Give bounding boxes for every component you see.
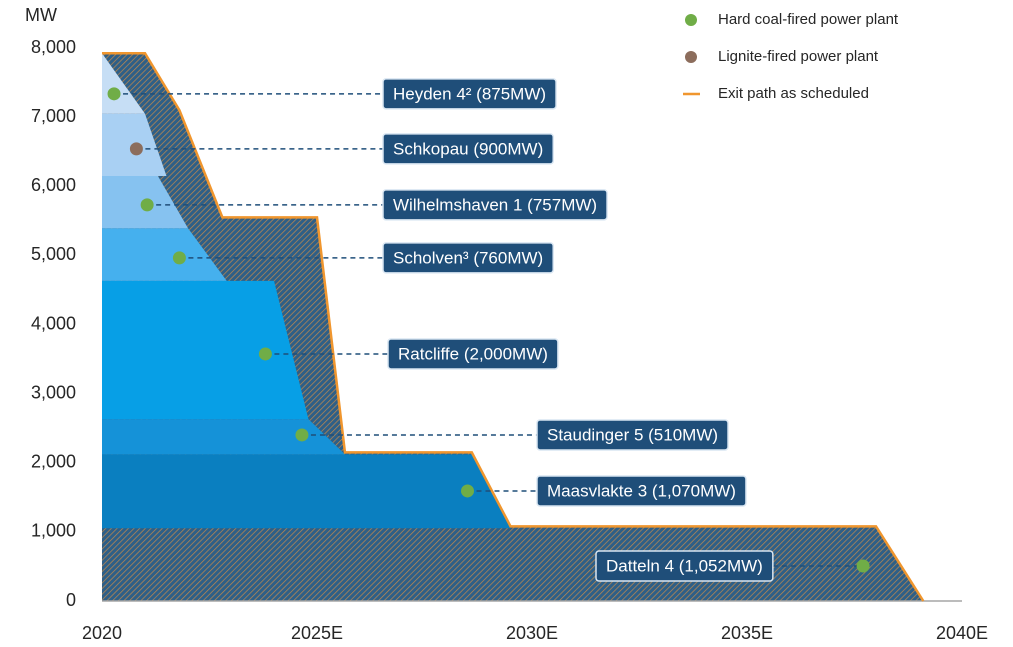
exit-path bbox=[102, 52, 925, 602]
y-tick-label: 1,000 bbox=[31, 521, 76, 541]
plant-band bbox=[102, 280, 309, 420]
plant-dot bbox=[461, 484, 474, 498]
plant-dot bbox=[258, 347, 272, 361]
y-tick-label: 7,000 bbox=[31, 106, 76, 126]
y-tick-label: 8,000 bbox=[31, 37, 76, 57]
label-box bbox=[382, 78, 557, 110]
x-tick-label: 2025E bbox=[291, 623, 343, 643]
plant-label: Heyden 4² (875MW) bbox=[393, 84, 546, 103]
y-axis-label: MW bbox=[25, 5, 57, 25]
plant-label: Wilhelmshaven 1 (757MW) bbox=[393, 195, 597, 214]
legend-label: Hard coal-fired power plant bbox=[718, 11, 899, 28]
plant-band bbox=[102, 419, 345, 455]
plant-dot bbox=[172, 251, 186, 265]
plant-label: Datteln 4 (1,052MW) bbox=[606, 557, 763, 576]
y-tick-label: 0 bbox=[66, 590, 76, 610]
plant-dot bbox=[107, 87, 121, 101]
x-tick-label: 2030E bbox=[506, 623, 558, 643]
label-box bbox=[536, 419, 729, 451]
y-tick-label: 5,000 bbox=[31, 244, 76, 264]
y-tick-label: 6,000 bbox=[31, 175, 76, 195]
label-box bbox=[536, 475, 747, 507]
y-tick-label: 3,000 bbox=[31, 382, 76, 402]
plant-dot bbox=[295, 428, 309, 442]
plant-band bbox=[102, 228, 227, 281]
plant-label: Ratcliffe (2,000MW) bbox=[398, 344, 548, 363]
y-tick-label: 2,000 bbox=[31, 452, 76, 472]
legend-label: Lignite-fired power plant bbox=[718, 48, 879, 65]
x-tick-label: 2020 bbox=[82, 623, 122, 643]
plant-dot bbox=[129, 142, 143, 156]
plant-dot bbox=[856, 559, 870, 573]
y-tick-label: 4,000 bbox=[31, 313, 76, 333]
plant-dot bbox=[140, 198, 154, 212]
plant-label: Scholven³ (760MW) bbox=[393, 248, 543, 267]
x-tick-label: 2035E bbox=[721, 623, 773, 643]
plant-band bbox=[102, 454, 511, 529]
plant-band bbox=[102, 528, 924, 601]
plant-label: Staudinger 5 (510MW) bbox=[547, 425, 718, 444]
x-tick-label: 2040E bbox=[936, 623, 988, 643]
label-box bbox=[595, 550, 774, 582]
label-box bbox=[387, 338, 559, 370]
label-box bbox=[382, 189, 608, 221]
legend-dot bbox=[685, 51, 697, 63]
legend-label: Exit path as scheduled bbox=[718, 85, 869, 102]
plant-label: Schkopau (900MW) bbox=[393, 139, 543, 158]
legend-dot bbox=[685, 14, 697, 26]
label-box bbox=[382, 133, 554, 165]
label-box bbox=[382, 242, 554, 274]
plant-label: Maasvlakte 3 (1,070MW) bbox=[547, 481, 736, 500]
